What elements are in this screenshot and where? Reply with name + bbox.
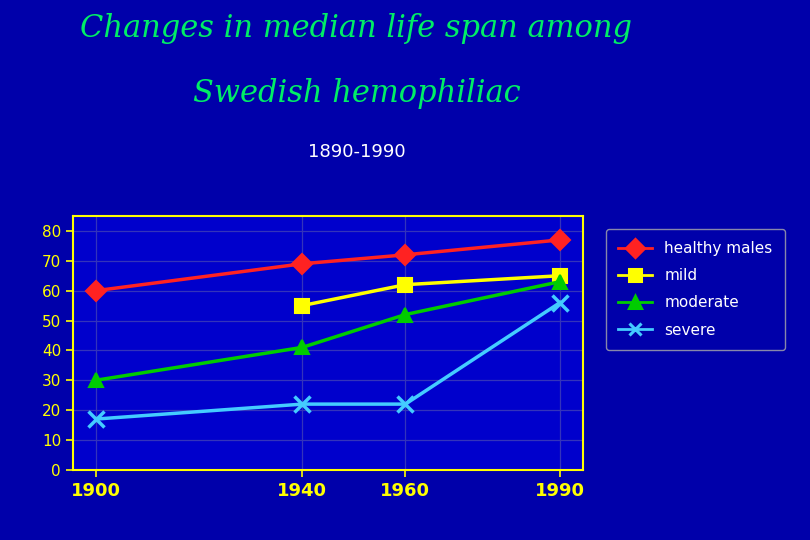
mild (400, 281, 410, 288)
Text: Changes in median life span among: Changes in median life span among (80, 14, 633, 44)
moderate (400, 311, 410, 318)
healthy males (400, 252, 410, 258)
healthy males (92, 287, 101, 294)
Text: Swedish hemophiliac: Swedish hemophiliac (193, 78, 520, 109)
moderate (555, 279, 565, 285)
Line: healthy males: healthy males (89, 233, 567, 298)
Text: 1890-1990: 1890-1990 (308, 143, 405, 161)
Line: moderate: moderate (89, 275, 567, 387)
Line: severe: severe (87, 294, 569, 427)
severe (400, 401, 410, 407)
Line: mild: mild (296, 269, 567, 313)
Legend: healthy males, mild, moderate, severe: healthy males, mild, moderate, severe (606, 229, 785, 350)
severe (297, 401, 307, 407)
mild (555, 273, 565, 279)
moderate (92, 377, 101, 383)
moderate (297, 344, 307, 350)
severe (92, 416, 101, 422)
severe (555, 299, 565, 306)
mild (297, 302, 307, 309)
healthy males (297, 260, 307, 267)
healthy males (555, 237, 565, 243)
